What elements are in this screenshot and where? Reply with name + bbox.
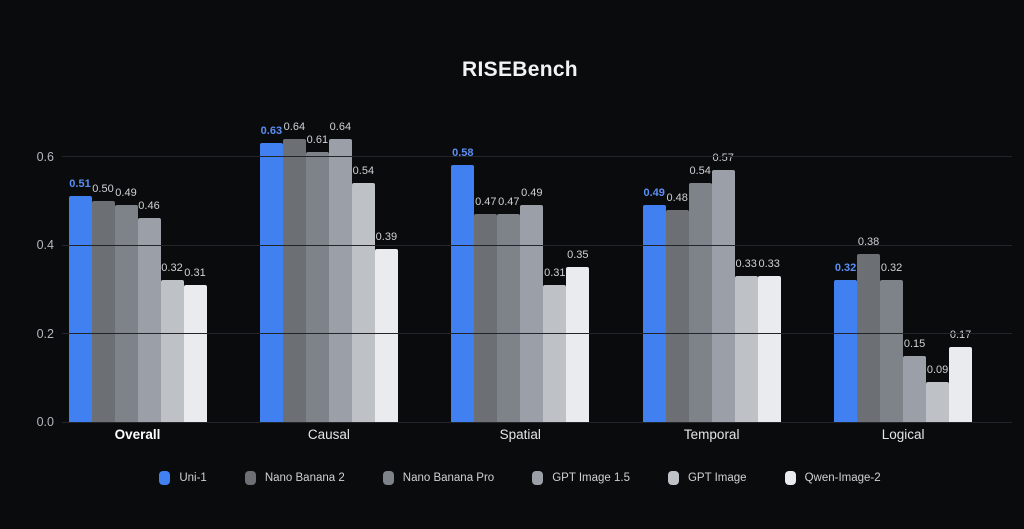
bar-nano-banana-2-temporal <box>665 210 689 422</box>
bar-gpt-image-spatial <box>543 285 567 422</box>
legend-label: GPT Image <box>687 472 747 484</box>
chart-legend: Uni-1 Nano Banana 2 Nano Banana Pro GPT Ima… <box>0 471 1024 485</box>
value-label: 0.47 <box>475 196 497 208</box>
bar-nano-banana-2-spatial <box>474 214 498 422</box>
value-label: 0.57 <box>712 152 734 164</box>
legend-item-gpt-image: GPT Image <box>667 471 747 485</box>
value-label: 0.64 <box>329 121 352 133</box>
bar-group-spatial: 0.58 0.47 0.47 0.49 0.31 0.35 <box>451 0 590 422</box>
legend-item-gpt-image-1-5: GPT Image 1.5 <box>532 471 630 485</box>
bar-gpt-image-1-5-overall <box>137 218 161 422</box>
legend-label: Qwen-Image-2 <box>804 472 881 484</box>
category-label-logical: Logical <box>881 427 925 442</box>
bar-nano-banana-pro-temporal <box>688 183 712 422</box>
bar-uni-1-overall <box>68 196 92 422</box>
value-label: 0.48 <box>666 192 688 204</box>
bar-group-causal: 0.63 0.64 0.61 0.64 0.54 0.39 <box>259 0 398 422</box>
chart-title: RISEBench <box>462 58 578 81</box>
legend-swatch-icon <box>532 471 544 485</box>
value-label: 0.49 <box>115 187 137 199</box>
legend-item-nano-banana-pro: Nano Banana Pro <box>382 471 495 485</box>
value-label: 0.49 <box>643 187 665 199</box>
value-label: 0.31 <box>544 267 566 279</box>
bar-gpt-image-1-5-temporal <box>711 170 735 422</box>
legend-item-uni-1: Uni-1 <box>159 471 207 485</box>
bar-qwen-image-2-temporal <box>757 276 781 422</box>
bar-qwen-image-2-causal <box>374 249 398 422</box>
value-label: 0.09 <box>926 364 949 376</box>
legend-swatch-icon <box>667 471 679 485</box>
value-label: 0.58 <box>452 147 474 159</box>
legend-swatch-icon <box>382 471 394 485</box>
bar-uni-1-causal <box>259 143 283 422</box>
legend-label: Nano Banana 2 <box>264 472 345 484</box>
value-label: 0.61 <box>306 134 329 146</box>
value-label: 0.31 <box>184 267 206 279</box>
value-label: 0.15 <box>903 338 926 350</box>
category-label-spatial: Spatial <box>499 427 541 442</box>
bar-nano-banana-pro-spatial <box>497 214 521 422</box>
legend-swatch-icon <box>159 471 171 485</box>
bar-gpt-image-1-5-logical <box>903 356 927 422</box>
legend-item-qwen-image-2: Qwen-Image-2 <box>784 471 881 485</box>
bar-gpt-image-temporal <box>734 276 758 422</box>
bar-nano-banana-pro-overall <box>114 205 138 422</box>
bar-uni-1-spatial <box>451 165 475 422</box>
value-label: 0.50 <box>92 183 114 195</box>
gridline-y-0.4 <box>62 244 1012 246</box>
legend-item-nano-banana-2: Nano Banana 2 <box>244 471 345 485</box>
value-label: 0.32 <box>880 262 903 274</box>
value-label: 0.33 <box>758 258 780 270</box>
value-label: 0.47 <box>498 196 520 208</box>
legend-label: GPT Image 1.5 <box>552 472 630 484</box>
bar-gpt-image-causal <box>351 183 375 422</box>
value-label: 0.33 <box>735 258 757 270</box>
gridline-y-0.2 <box>62 333 1012 334</box>
value-label: 0.46 <box>138 200 160 212</box>
gridline-y-0.6 <box>62 156 1012 157</box>
value-label: 0.32 <box>834 262 857 274</box>
value-label: 0.38 <box>857 236 880 248</box>
category-label-overall: Overall <box>114 427 161 442</box>
y-axis-tick-0.6: 0.6 <box>36 149 54 164</box>
bar-nano-banana-pro-causal <box>305 152 329 422</box>
bar-gpt-image-logical <box>926 382 950 422</box>
bar-nano-banana-2-logical <box>857 254 881 422</box>
value-label: 0.54 <box>689 165 711 177</box>
legend-swatch-icon <box>784 471 796 485</box>
bar-uni-1-temporal <box>642 205 666 422</box>
value-label: 0.51 <box>69 178 91 190</box>
value-label: 0.63 <box>260 125 283 137</box>
bar-group-overall: 0.51 0.50 0.49 0.46 0.32 0.31 <box>68 0 207 422</box>
value-label: 0.49 <box>521 187 543 199</box>
y-axis-tick-0.0: 0.0 <box>36 415 54 429</box>
category-label-temporal: Temporal <box>683 427 740 442</box>
bar-uni-1-logical <box>834 280 858 422</box>
legend-label: Uni-1 <box>179 472 207 484</box>
value-label: 0.64 <box>283 121 306 133</box>
legend-label: Nano Banana Pro <box>402 472 495 484</box>
value-label: 0.17 <box>949 329 972 341</box>
value-label: 0.54 <box>352 165 375 177</box>
bar-nano-banana-pro-logical <box>880 280 904 422</box>
y-axis-tick-0.2: 0.2 <box>36 326 54 341</box>
bar-nano-banana-2-overall <box>91 201 115 422</box>
bar-qwen-image-2-overall <box>183 285 207 422</box>
gridline-y-0.0 <box>62 421 1012 423</box>
bar-group-logical: 0.32 0.38 0.32 0.15 0.09 0.17 <box>834 0 973 422</box>
bar-gpt-image-overall <box>160 280 184 422</box>
category-label-causal: Causal <box>307 427 350 442</box>
bar-qwen-image-2-spatial <box>566 267 590 422</box>
bar-gpt-image-1-5-causal <box>328 139 352 422</box>
value-label: 0.32 <box>161 262 183 274</box>
bar-group-temporal: 0.49 0.48 0.54 0.57 0.33 0.33 <box>642 0 781 422</box>
bar-qwen-image-2-logical <box>949 347 973 422</box>
value-label: 0.39 <box>375 231 398 243</box>
legend-swatch-icon <box>244 471 256 485</box>
bar-nano-banana-2-causal <box>282 139 306 422</box>
bar-gpt-image-1-5-spatial <box>520 205 544 422</box>
y-axis-tick-0.4: 0.4 <box>36 238 54 252</box>
value-label: 0.35 <box>567 249 589 261</box>
